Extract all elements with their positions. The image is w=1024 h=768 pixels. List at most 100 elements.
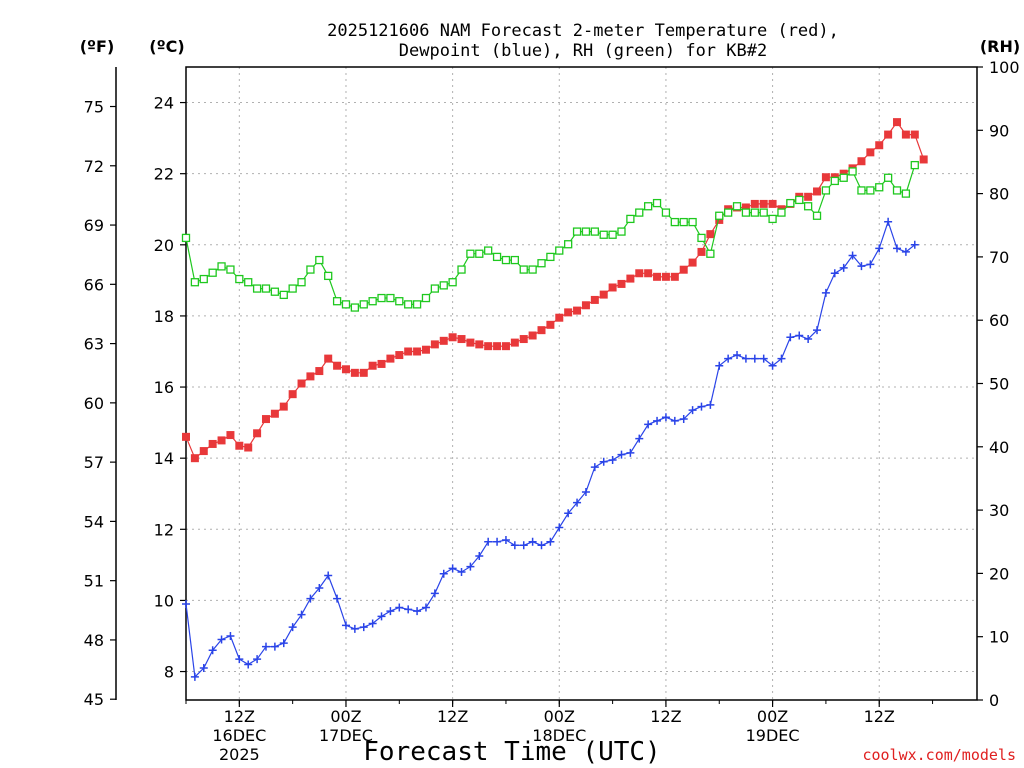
temperature-point	[706, 230, 715, 239]
temperature-point	[670, 272, 679, 281]
dewpoint-point	[741, 354, 750, 363]
chart-title-line-1: 2025121606 NAM Forecast 2-meter Temperat…	[327, 21, 839, 41]
rh-point	[803, 202, 813, 211]
rh-point	[732, 202, 742, 211]
rh-tick-label: 70	[989, 248, 1009, 267]
dewpoint-point	[199, 663, 208, 672]
temperature-point	[377, 359, 386, 368]
temperature-point	[581, 301, 590, 310]
rh-point	[564, 240, 573, 249]
dewpoint-point	[626, 448, 635, 457]
temperature-point	[253, 429, 262, 438]
temperature-point	[564, 308, 573, 317]
dewpoint-point	[421, 603, 430, 612]
dewpoint-point	[697, 402, 706, 411]
dewpoint-point	[670, 416, 679, 425]
rh-point	[866, 186, 875, 195]
dewpoint-point	[804, 335, 813, 344]
rh-point	[190, 278, 200, 287]
temperature-point	[884, 130, 893, 139]
dewpoint-point	[839, 263, 848, 272]
rh-point	[839, 173, 848, 182]
temperature-point	[866, 148, 875, 157]
dewpoint-point	[270, 642, 279, 651]
rh-point	[484, 246, 493, 255]
dewpoint-point	[875, 244, 884, 253]
dewpoint-point	[777, 354, 786, 363]
fahrenheit-tick-label: 45	[84, 690, 104, 709]
dewpoint-point	[333, 594, 342, 603]
temperature-point	[493, 342, 502, 351]
temperature-point	[919, 155, 928, 164]
rh-point	[857, 186, 866, 195]
rh-point	[199, 274, 208, 284]
time-tick-label: 12Z	[437, 707, 468, 726]
dewpoint-point	[910, 240, 919, 249]
temperature-point	[324, 354, 333, 363]
dewpoint-point	[857, 262, 866, 271]
dewpoint-point	[564, 509, 573, 518]
celsius-tick-label: 16	[154, 378, 174, 397]
rh-point	[608, 230, 617, 239]
dewpoint-point	[510, 541, 519, 550]
temperature-point	[413, 347, 422, 356]
temperature-point	[359, 368, 368, 377]
rh-point	[875, 183, 884, 192]
rh-point	[901, 189, 911, 198]
celsius-tick-label: 24	[154, 94, 174, 113]
temperature-point	[270, 409, 279, 418]
rh-point	[688, 217, 697, 227]
dewpoint-point	[608, 455, 617, 464]
rh-point	[208, 268, 217, 277]
rh-point	[599, 230, 608, 239]
rh-point	[883, 173, 893, 182]
temperature-point	[679, 265, 688, 274]
dewpoint-point	[813, 326, 822, 335]
fahrenheit-tick-label: 54	[84, 512, 104, 531]
dewpoint-point	[795, 331, 804, 340]
temperature-point	[421, 345, 430, 354]
temperature-point	[510, 338, 519, 347]
dewpoint-point	[679, 415, 688, 424]
source-credit: coolwx.com/models	[862, 746, 1016, 764]
celsius-tick-label: 20	[154, 236, 174, 255]
temperature-point	[395, 351, 404, 360]
rh-tick-label: 20	[989, 564, 1009, 583]
temperature-point	[333, 361, 342, 370]
temperature-point	[439, 336, 448, 345]
time-tick-label: 12Z	[650, 707, 681, 726]
rh-point	[297, 278, 306, 287]
time-tick-label: 00Z	[757, 707, 788, 726]
rh-point	[386, 293, 395, 303]
temperature-point	[261, 415, 270, 424]
temperature-point	[235, 441, 244, 450]
temperature-point	[341, 365, 350, 374]
dewpoint-point	[430, 589, 439, 598]
dewpoint-point	[368, 619, 377, 628]
dewpoint-point	[759, 354, 768, 363]
dewpoint-point	[235, 655, 244, 664]
temperature-point	[590, 295, 599, 304]
dewpoint-point	[208, 646, 217, 655]
dewpoint-point	[830, 269, 839, 278]
rh-point	[697, 233, 706, 243]
rh-tick-label: 10	[989, 628, 1009, 647]
rh-point	[235, 274, 244, 284]
rh-tick-label: 60	[989, 311, 1009, 330]
dewpoint-point	[217, 635, 226, 644]
dewpoint-point	[786, 333, 795, 342]
dewpoint-point	[901, 247, 910, 256]
rh-point	[430, 284, 440, 293]
temperature-point	[288, 390, 297, 399]
temperature-point	[635, 269, 644, 278]
temperature-point	[750, 199, 759, 208]
celsius-tick-label: 12	[154, 520, 174, 539]
rh-point	[644, 202, 653, 211]
rh-point	[341, 300, 351, 309]
rh-point	[768, 214, 777, 224]
time-tick-label: 12Z	[224, 707, 255, 726]
rh-point	[359, 300, 368, 309]
rh-point	[270, 287, 280, 296]
dewpoint-point	[377, 612, 386, 621]
fahrenheit-tick-label: 51	[84, 572, 104, 591]
